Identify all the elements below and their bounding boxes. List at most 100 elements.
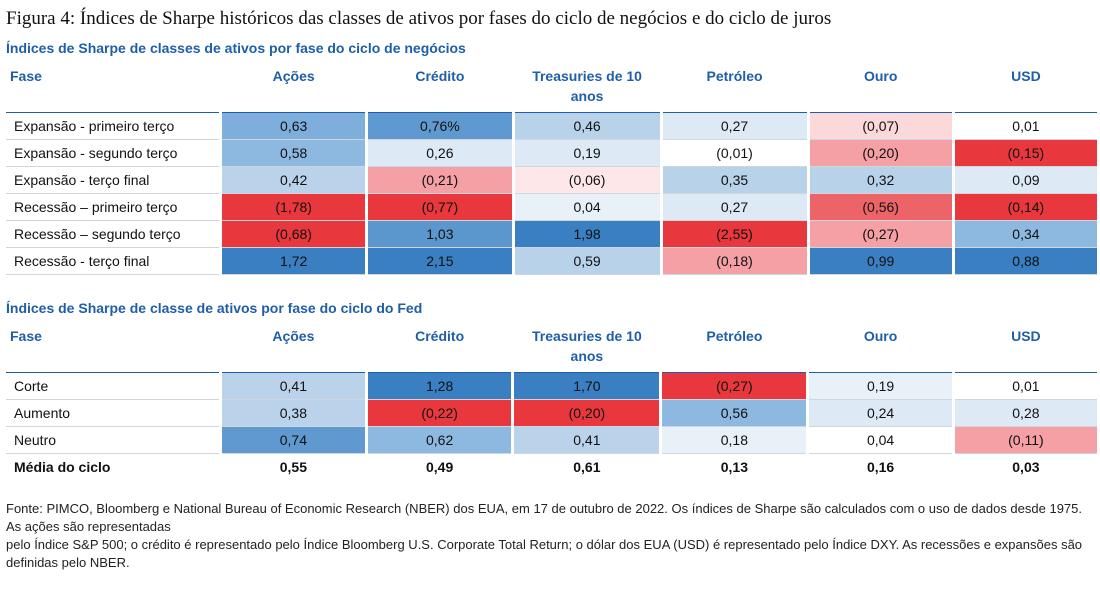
column-header: Petróleo xyxy=(662,320,807,373)
cell: 0,61 xyxy=(573,459,601,475)
footer-line: definidas pelo NBER. xyxy=(6,555,130,570)
cell: (0,27) xyxy=(662,373,807,400)
cell: 0,41 xyxy=(514,427,660,454)
cell: 0,42 xyxy=(222,167,366,194)
cell: 0,01 xyxy=(954,373,1097,400)
table-subtitle: Índices de Sharpe de classes de ativos p… xyxy=(6,40,466,56)
table-block: Índices de Sharpe de classe de ativos po… xyxy=(0,300,1100,480)
table: Fase Ações Crédito Treasuries de 10 anos Pet… xyxy=(3,320,1100,480)
cell: (0,20) xyxy=(809,140,952,167)
footer: Fonte: PIMCO, Bloomberg e National Burea… xyxy=(6,500,1082,572)
column-header: Fase xyxy=(6,60,220,113)
cell: 0,27 xyxy=(662,194,807,221)
table-row: Aumento 0,38 (0,22) (0,20) 0,56 0,24 0,28 xyxy=(6,400,1097,427)
cell: 2,15 xyxy=(368,248,512,275)
row-label: Corte xyxy=(6,373,219,400)
row-label: Recessão – segundo terço xyxy=(6,221,220,248)
footer-line: Fonte: PIMCO, Bloomberg e National Burea… xyxy=(6,501,1082,516)
table-row: Expansão - primeiro terço 0,63 0,76% 0,46 0,… xyxy=(6,113,1097,140)
cell: 1,72 xyxy=(222,248,366,275)
cell: 0,38 xyxy=(221,400,365,427)
cell: 0,63 xyxy=(222,113,366,140)
cell: 1,98 xyxy=(514,221,660,248)
cell: 0,58 xyxy=(222,140,366,167)
cell: 0,55 xyxy=(279,459,307,475)
column-header: Fase xyxy=(6,320,219,373)
cell: (0,11) xyxy=(954,427,1097,454)
row-label: Expansão - terço final xyxy=(6,167,220,194)
row-label: Aumento xyxy=(6,400,219,427)
cell: 1,03 xyxy=(368,221,512,248)
table-block: Índices de Sharpe de classes de ativos p… xyxy=(0,40,1100,275)
cell: 0,19 xyxy=(514,140,660,167)
cell: 0,59 xyxy=(514,248,660,275)
cell: (0,68) xyxy=(222,221,366,248)
table: Fase Ações Crédito Treasuries de 10 anos Pet… xyxy=(3,60,1100,275)
cell: 0,18 xyxy=(662,427,807,454)
cell: 1,28 xyxy=(367,373,512,400)
column-header: USD xyxy=(954,320,1097,373)
summary-row: Média do ciclo 0,55 0,49 0,61 0,13 0,16 0,03 xyxy=(6,454,1097,480)
cell: (2,55) xyxy=(662,221,807,248)
table-row: Recessão – primeiro terço (1,78) (0,77) 0,0… xyxy=(6,194,1097,221)
cell: (0,77) xyxy=(368,194,512,221)
cell: 0,74 xyxy=(221,427,365,454)
column-header: Crédito xyxy=(367,320,512,373)
figure-title: Figura 4: Índices de Sharpe históricos d… xyxy=(6,8,832,29)
column-header: Ações xyxy=(222,60,366,113)
cell: (0,21) xyxy=(368,167,512,194)
row-label: Recessão – primeiro terço xyxy=(6,194,220,221)
footer-line: pelo Índice S&P 500; o crédito é represe… xyxy=(6,537,1083,552)
cell: 0,24 xyxy=(809,400,952,427)
cell: 0,04 xyxy=(809,427,952,454)
cell: 0,56 xyxy=(662,400,807,427)
row-label: Expansão - primeiro terço xyxy=(6,113,220,140)
row-label: Expansão - segundo terço xyxy=(6,140,220,167)
cell: 0,49 xyxy=(426,459,454,475)
cell: 0,27 xyxy=(662,113,807,140)
cell: (0,22) xyxy=(367,400,512,427)
cell: 0,03 xyxy=(1012,459,1040,475)
cell: 0,26 xyxy=(368,140,512,167)
table-row: Recessão – segundo terço (0,68) 1,03 1,98 (2… xyxy=(6,221,1097,248)
cell: (0,14) xyxy=(954,194,1097,221)
header-row: Fase Ações Crédito Treasuries de 10 anos Pet… xyxy=(6,320,1097,373)
row-label: Média do ciclo xyxy=(14,459,111,475)
table-row: Expansão - segundo terço 0,58 0,26 0,19 (0,0… xyxy=(6,140,1097,167)
cell: 0,09 xyxy=(954,167,1097,194)
cell: (0,56) xyxy=(809,194,952,221)
cell: (0,20) xyxy=(514,400,660,427)
cell: 0,28 xyxy=(954,400,1097,427)
table-row: Corte 0,41 1,28 1,70 (0,27) 0,19 0,01 xyxy=(6,373,1097,400)
cell: (0,18) xyxy=(662,248,807,275)
cell: 0,76% xyxy=(368,113,512,140)
column-header: USD xyxy=(954,60,1097,113)
cell: (0,06) xyxy=(514,167,660,194)
cell: (1,78) xyxy=(222,194,366,221)
cell: 0,32 xyxy=(809,167,952,194)
row-label: Neutro xyxy=(6,427,219,454)
cell: 0,19 xyxy=(809,373,952,400)
cell: 0,88 xyxy=(954,248,1097,275)
table-row: Neutro 0,74 0,62 0,41 0,18 0,04 (0,11) xyxy=(6,427,1097,454)
column-header: Treasuries de 10 anos xyxy=(514,60,660,113)
column-header: Crédito xyxy=(368,60,512,113)
cell: 0,04 xyxy=(514,194,660,221)
table-subtitle: Índices de Sharpe de classe de ativos po… xyxy=(6,300,423,316)
cell: 1,70 xyxy=(514,373,660,400)
cell: 0,99 xyxy=(809,248,952,275)
column-header: Ouro xyxy=(809,60,952,113)
cell: 0,01 xyxy=(954,113,1097,140)
cell: 0,41 xyxy=(221,373,365,400)
cell: 0,13 xyxy=(720,459,748,475)
cell: 0,34 xyxy=(954,221,1097,248)
cell: (0,01) xyxy=(662,140,807,167)
cell: (0,15) xyxy=(954,140,1097,167)
cell: 0,46 xyxy=(514,113,660,140)
column-header: Ações xyxy=(221,320,365,373)
header-row: Fase Ações Crédito Treasuries de 10 anos Pet… xyxy=(6,60,1097,113)
cell: (0,07) xyxy=(809,113,952,140)
table-row: Recessão - terço final 1,72 2,15 0,59 (0,18)… xyxy=(6,248,1097,275)
footer-line: As ações são representadas xyxy=(6,519,171,534)
